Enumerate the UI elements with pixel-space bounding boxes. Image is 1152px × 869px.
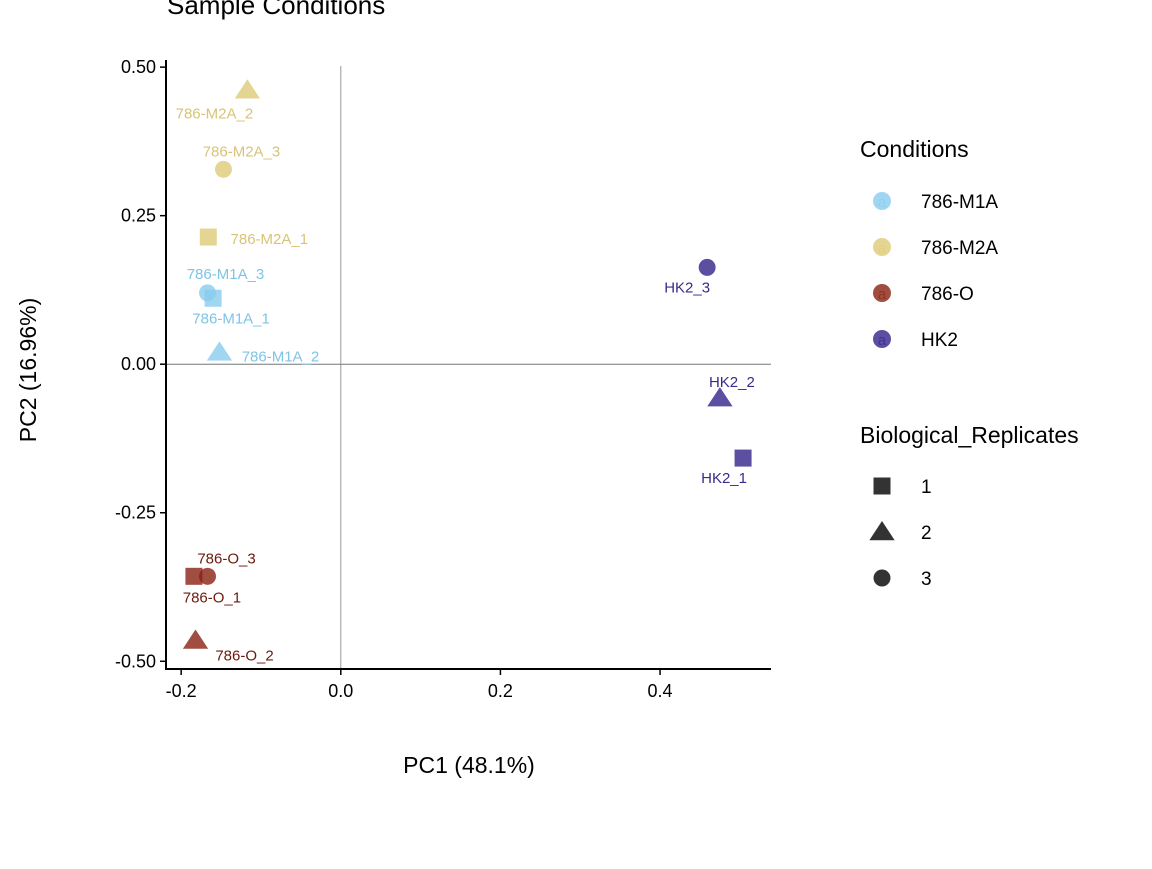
data-point [199,228,217,246]
x-tick-label: 0.0 [328,681,353,701]
point-label: 786-M2A_2 [176,105,254,122]
legend-key-circle [873,284,891,302]
x-tick-label: 0.2 [488,681,513,701]
y-axis-label: PC2 (16.96%) [15,298,41,442]
y-tick-label: 0.00 [121,354,156,374]
y-tick-label: -0.25 [115,503,156,523]
y-tick-label: 0.25 [121,206,156,226]
legend-key-circle [873,192,891,210]
point-label: 786-O_3 [197,550,255,567]
data-point [707,387,733,407]
data-point [698,258,716,276]
point-label: 786-M1A_2 [242,348,320,365]
legend-key-shape [869,521,895,541]
data-point [182,629,209,649]
point-label: 786-M1A_1 [192,310,270,327]
x-tick-label: -0.2 [166,681,197,701]
legend-key-circle [873,330,891,348]
x-axis-label: PC1 (48.1%) [403,752,535,778]
data-point [206,341,233,361]
point-label: 786-M2A_1 [231,231,309,248]
data-point [734,449,752,467]
data-point [199,567,217,585]
y-tick-label: -0.50 [115,651,156,671]
legend-entry-label: 3 [921,569,932,590]
point-label: 786-M1A_3 [187,266,265,283]
legend-key-letter-a: a [878,286,887,303]
legend-entry-label: 2 [921,523,932,544]
legend-entry-label: 1 [921,477,932,498]
point-label: HK2_1 [701,470,747,487]
legend-key-circle [873,238,891,256]
data-point [234,79,261,99]
legend-entry-label: 786-M1A [921,192,998,213]
point-label: 786-O_2 [215,647,273,664]
legend-entry-label: 786-M2A [921,238,998,259]
point-label: 786-O_1 [183,589,241,606]
point-label: 786-M2A_3 [203,143,281,160]
y-tick-label: 0.50 [121,57,156,77]
legend-key-letter-a: a [878,332,887,349]
point-label: HK2_3 [664,279,710,296]
legend-title-conditions: Conditions [860,136,969,162]
legend-key-letter-a: a [878,240,887,257]
chart-title: Sample Conditions [167,0,385,20]
legend-key-letter-a: a [878,194,887,211]
legend: Conditions a 786-M1A a 786-M2A a 786-O a HK2 Biol… [860,136,1079,590]
data-point [204,289,222,307]
legend-title-replicates: Biological_Replicates [860,422,1079,448]
x-tick-label: 0.4 [648,681,673,701]
legend-entry-label: HK2 [921,330,958,351]
legend-key-shape [873,477,891,495]
data-point [185,567,203,585]
point-label: HK2_2 [709,374,755,391]
legend-key-shape [873,569,891,587]
legend-entry-label: 786-O [921,284,974,305]
data-point [214,160,232,178]
